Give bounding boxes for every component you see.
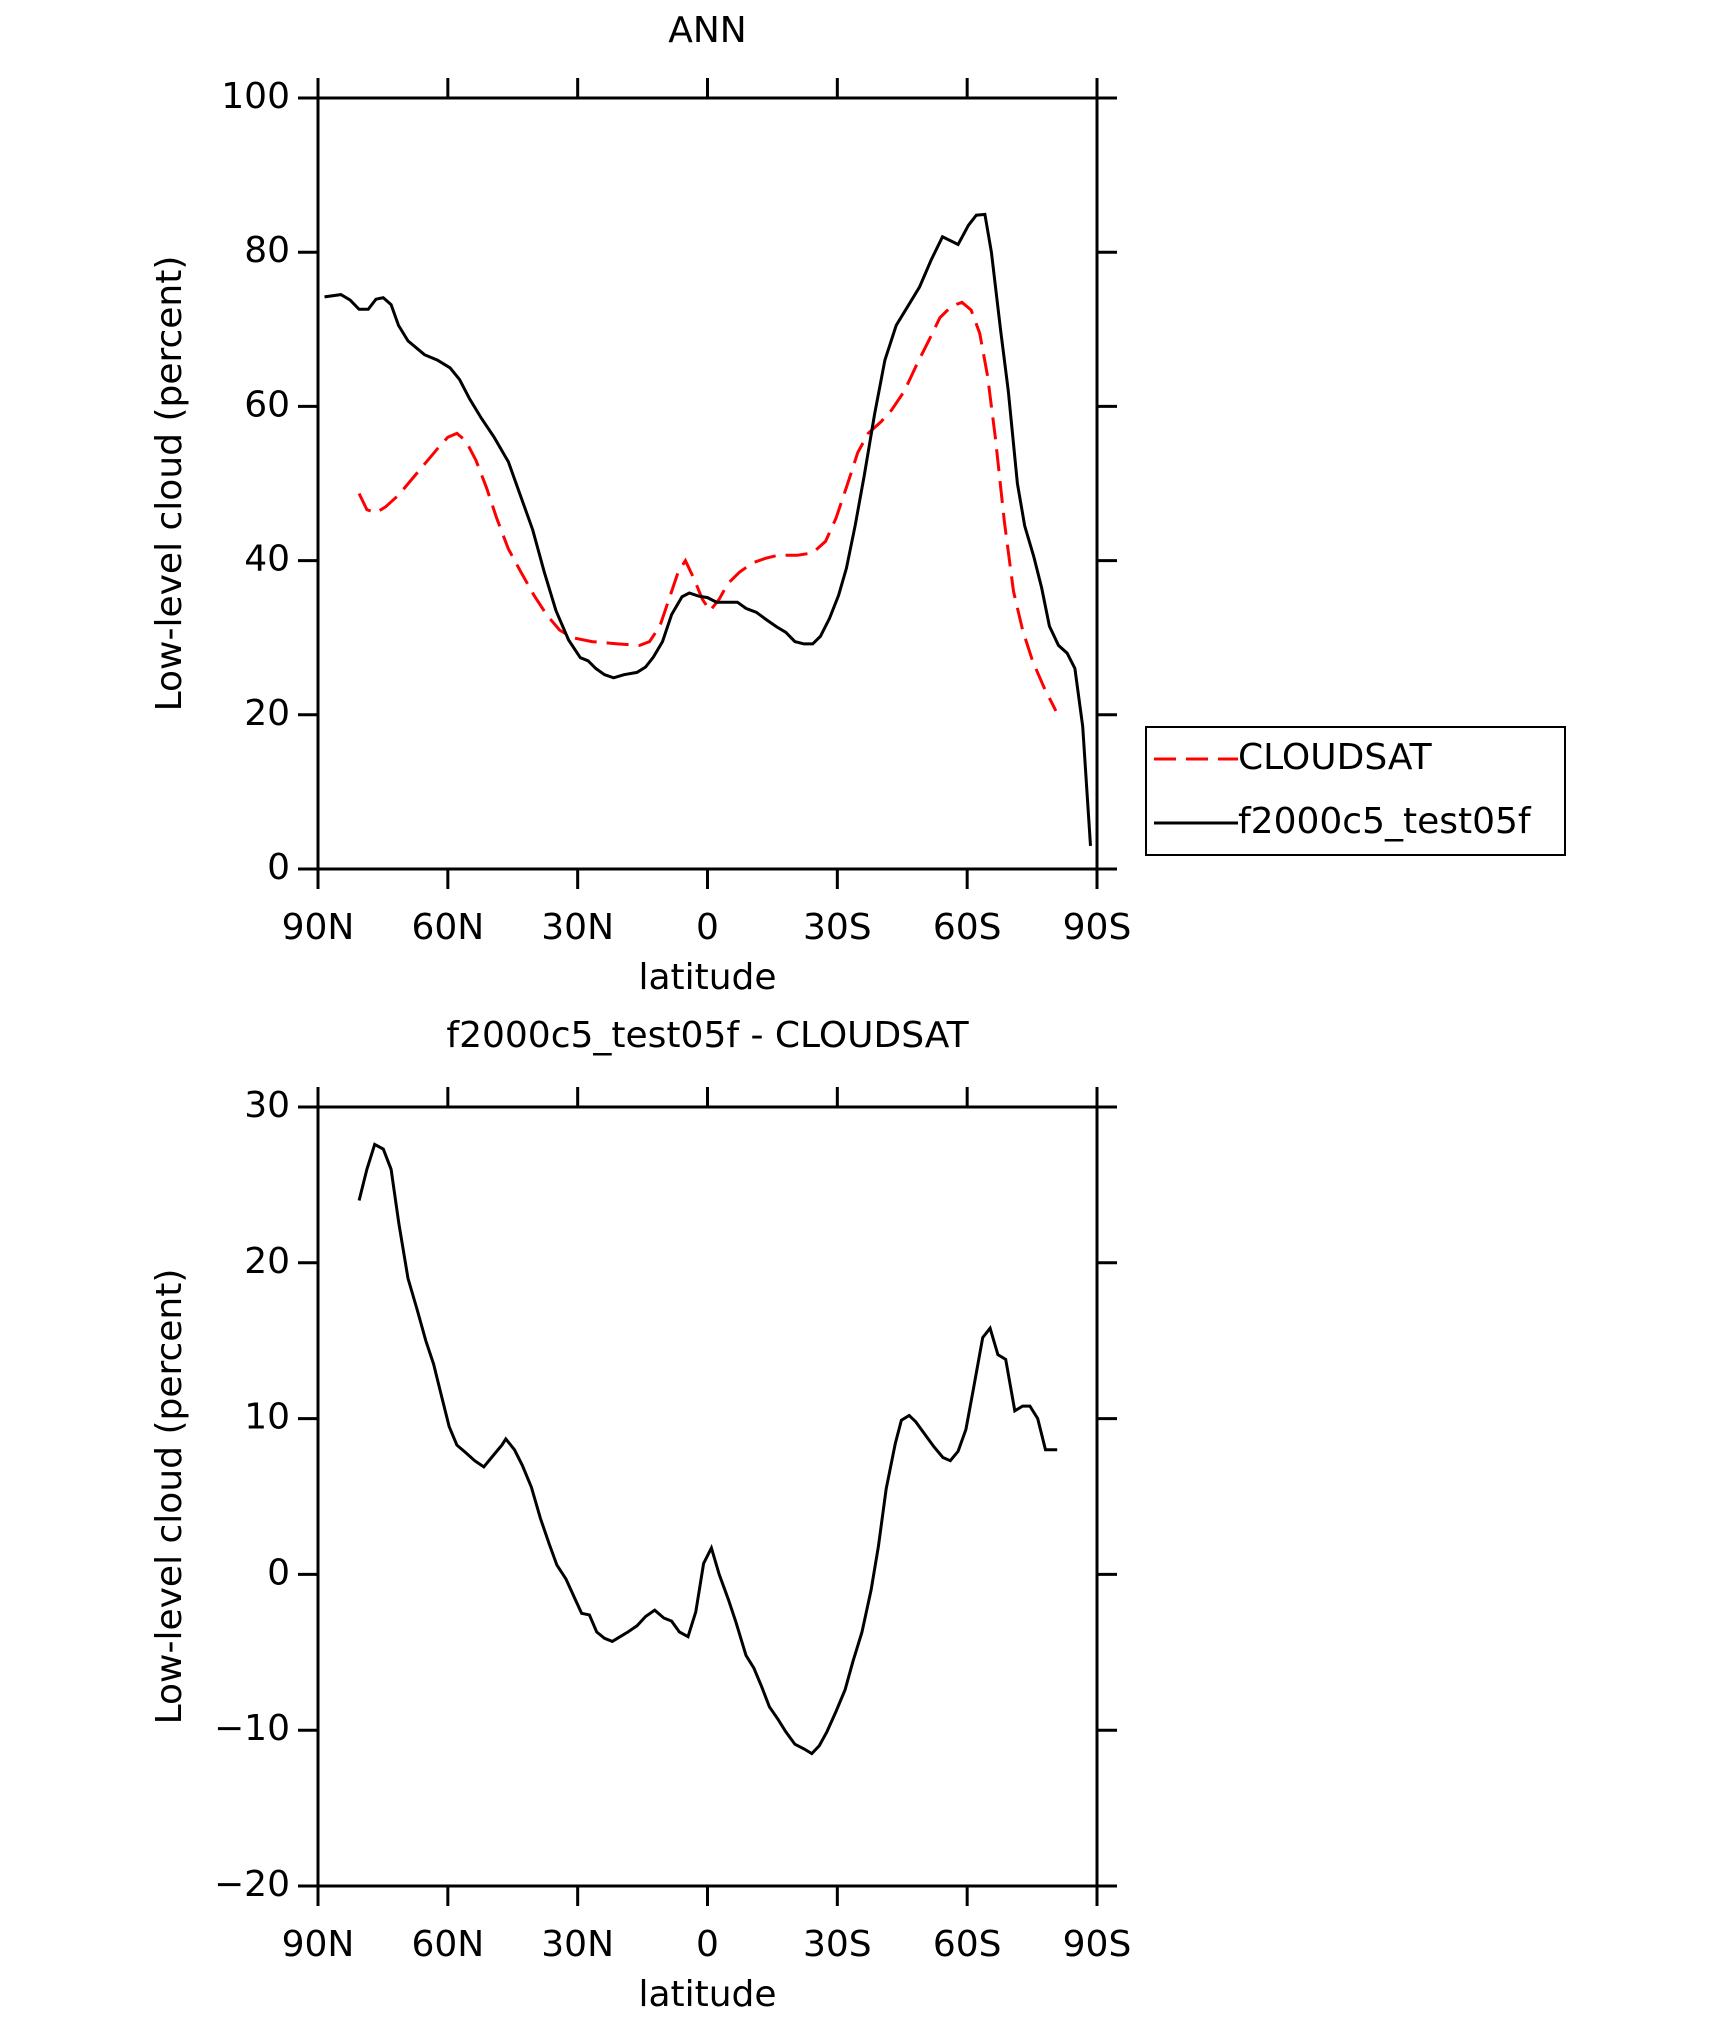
y-tick-label: −10 xyxy=(214,1708,290,1749)
series-line xyxy=(324,212,1092,846)
x-tick-label: 30S xyxy=(803,907,872,948)
plot-frame xyxy=(316,1105,1099,1888)
legend-box xyxy=(1145,726,1566,856)
x-axis-label: latitude xyxy=(638,1974,776,2015)
y-tick-label: 20 xyxy=(244,693,290,734)
y-tick-label: −20 xyxy=(214,1864,290,1905)
legend-label: f2000c5_test05f xyxy=(1238,801,1532,842)
x-tick-label: 60N xyxy=(411,1924,484,1965)
y-axis-label: Low-level cloud (percent) xyxy=(149,1269,190,1725)
y-tick-label: 30 xyxy=(244,1085,290,1126)
x-axis-label: latitude xyxy=(638,957,776,998)
x-tick-label: 90N xyxy=(282,1924,355,1965)
x-tick-label: 30N xyxy=(541,907,614,948)
y-tick-label: 40 xyxy=(244,539,290,580)
x-tick-label: 90N xyxy=(282,907,355,948)
x-tick-label: 0 xyxy=(696,1924,719,1965)
series-line xyxy=(357,300,1058,712)
y-tick-label: 60 xyxy=(244,384,290,425)
y-tick-label: 0 xyxy=(267,1552,290,1593)
x-tick-label: 60N xyxy=(411,907,484,948)
chart-title: f2000c5_test05f - CLOUDSAT xyxy=(446,1015,969,1056)
y-tick-label: 100 xyxy=(221,76,290,117)
x-tick-label: 60S xyxy=(933,907,1002,948)
y-tick-label: 10 xyxy=(244,1397,290,1438)
x-tick-label: 30S xyxy=(803,1924,872,1965)
y-tick-label: 20 xyxy=(244,1241,290,1282)
y-axis-label: Low-level cloud (percent) xyxy=(149,256,190,712)
x-tick-label: 30N xyxy=(541,1924,614,1965)
x-tick-label: 60S xyxy=(933,1924,1002,1965)
y-tick-label: 0 xyxy=(267,847,290,888)
x-tick-label: 90S xyxy=(1063,907,1132,948)
x-tick-label: 0 xyxy=(696,907,719,948)
x-tick-label: 90S xyxy=(1063,1924,1132,1965)
series-line xyxy=(357,1142,1058,1756)
y-tick-label: 80 xyxy=(244,230,290,271)
legend-label: CLOUDSAT xyxy=(1238,737,1433,778)
chart-title: ANN xyxy=(668,10,747,51)
